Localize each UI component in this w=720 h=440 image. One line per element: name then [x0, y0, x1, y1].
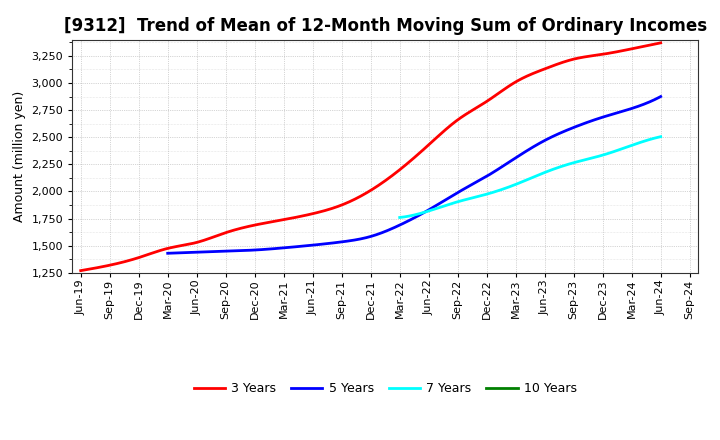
3 Years: [657, 40, 665, 45]
3 Years: [76, 268, 85, 273]
3 Years: [356, 194, 364, 199]
7 Years: [650, 136, 659, 141]
5 Years: [400, 220, 409, 225]
Line: 3 Years: 3 Years: [81, 43, 661, 271]
3 Years: [390, 171, 399, 176]
3 Years: [552, 62, 560, 67]
7 Years: [609, 149, 618, 154]
7 Years: [657, 134, 665, 139]
Line: 7 Years: 7 Years: [400, 137, 661, 217]
7 Years: [521, 178, 529, 183]
Y-axis label: Amount (million yen): Amount (million yen): [13, 91, 26, 222]
7 Years: [395, 215, 404, 220]
5 Years: [657, 94, 665, 99]
3 Years: [642, 43, 651, 48]
Line: 5 Years: 5 Years: [168, 96, 661, 253]
3 Years: [422, 145, 431, 150]
5 Years: [430, 204, 438, 209]
5 Years: [456, 188, 465, 193]
Title: [9312]  Trend of Mean of 12-Month Moving Sum of Ordinary Incomes: [9312] Trend of Mean of 12-Month Moving …: [63, 17, 707, 35]
3 Years: [352, 196, 361, 201]
5 Years: [567, 125, 576, 131]
7 Years: [536, 171, 545, 176]
5 Years: [644, 99, 653, 105]
7 Years: [519, 179, 528, 184]
5 Years: [163, 251, 172, 256]
7 Years: [551, 166, 559, 171]
5 Years: [397, 221, 406, 227]
Legend: 3 Years, 5 Years, 7 Years, 10 Years: 3 Years, 5 Years, 7 Years, 10 Years: [189, 377, 582, 400]
